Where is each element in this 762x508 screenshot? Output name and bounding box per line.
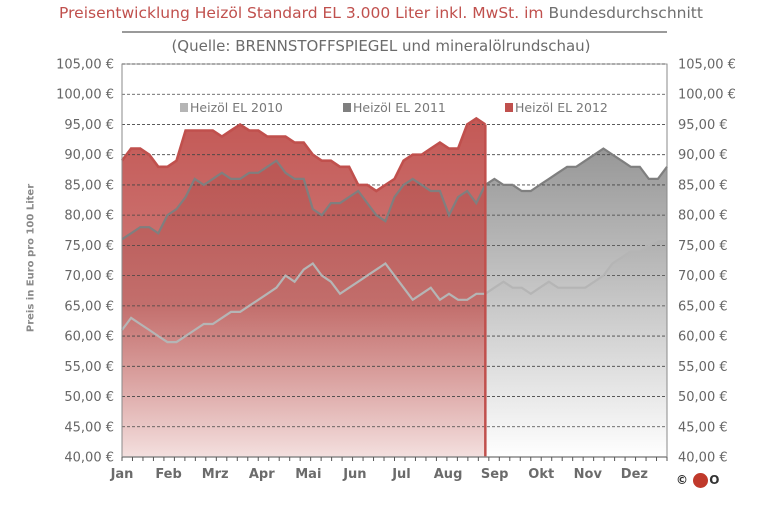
x-tick-label: Feb [155, 467, 181, 482]
y-tick-label-right: 60,00 € [678, 330, 728, 345]
chart-subtitle: (Quelle: BRENNSTOFFSPIEGEL und mineralöl… [171, 37, 591, 55]
y-tick-label-left: 70,00 € [64, 269, 114, 284]
x-tick-label: Okt [528, 467, 554, 482]
y-tick-label-left: 90,00 € [64, 148, 114, 163]
y-tick-label-left: 100,00 € [56, 88, 114, 103]
legend-label: Heizöl EL 2010 [190, 100, 283, 115]
y-tick-label-left: 80,00 € [64, 209, 114, 224]
y-tick-label-right: 55,00 € [678, 360, 728, 375]
y-tick-label-right: 40,00 € [678, 451, 728, 466]
y-tick-label-left: 95,00 € [64, 118, 114, 133]
series-area-3 [122, 118, 486, 458]
y-tick-label-left: 40,00 € [64, 451, 114, 466]
y-tick-label-right: 105,00 € [678, 58, 736, 73]
x-tick-label: Nov [574, 467, 603, 482]
series-line-3 [120, 116, 487, 193]
y-tick-label-right: 50,00 € [678, 390, 728, 405]
chart-title-main: Preisentwicklung Heizöl Standard EL 3.00… [59, 4, 544, 22]
y-tick-label-right: 95,00 € [678, 118, 728, 133]
x-tick-label: Apr [249, 467, 275, 482]
brand-logo: © O [676, 473, 719, 488]
legend-swatch [343, 103, 351, 112]
x-tick-label: Jul [391, 467, 411, 482]
y-tick-label-left: 105,00 € [56, 58, 114, 73]
legend-label: Heizöl EL 2011 [353, 100, 446, 115]
legend-swatch [180, 103, 188, 112]
copyright-symbol: © [676, 473, 688, 487]
title-rule [122, 31, 667, 33]
y-tick-label-right: 65,00 € [678, 299, 728, 314]
chart-title-region: Bundesdurchschnitt [548, 4, 703, 22]
y-tick-label-right: 70,00 € [678, 269, 728, 284]
chart-title: Preisentwicklung Heizöl Standard EL 3.00… [0, 4, 762, 22]
y-tick-label-left: 55,00 € [64, 360, 114, 375]
series-line-1 [121, 238, 667, 344]
logo-mark-icon [693, 473, 709, 488]
y-tick-label-left: 75,00 € [64, 239, 114, 254]
x-tick-label: Mrz [202, 467, 229, 482]
y-tick-label-right: 75,00 € [678, 239, 728, 254]
x-tick-label: Aug [434, 467, 463, 482]
y-tick-label-right: 45,00 € [678, 420, 728, 435]
logo-suffix: O [709, 473, 720, 487]
y-tick-label-right: 100,00 € [678, 88, 736, 103]
y-tick-label-left: 50,00 € [64, 390, 114, 405]
legend-label: Heizöl EL 2012 [515, 100, 608, 115]
series-line-2 [121, 147, 668, 241]
x-tick-label: Sep [481, 467, 509, 482]
x-tick-label: Dez [621, 467, 648, 482]
y-tick-label-left: 65,00 € [64, 299, 114, 314]
legend-swatch [505, 103, 513, 112]
y-tick-label-right: 85,00 € [678, 178, 728, 193]
y-tick-label-right: 80,00 € [678, 209, 728, 224]
x-tick-label: Mai [295, 467, 321, 482]
x-tick-label: Jun [342, 467, 366, 482]
x-tick-label: Jan [110, 467, 134, 482]
y-tick-label-left: 45,00 € [64, 420, 114, 435]
y-tick-label-right: 90,00 € [678, 148, 728, 163]
y-tick-label-left: 60,00 € [64, 330, 114, 345]
y-tick-label-left: 85,00 € [64, 178, 114, 193]
